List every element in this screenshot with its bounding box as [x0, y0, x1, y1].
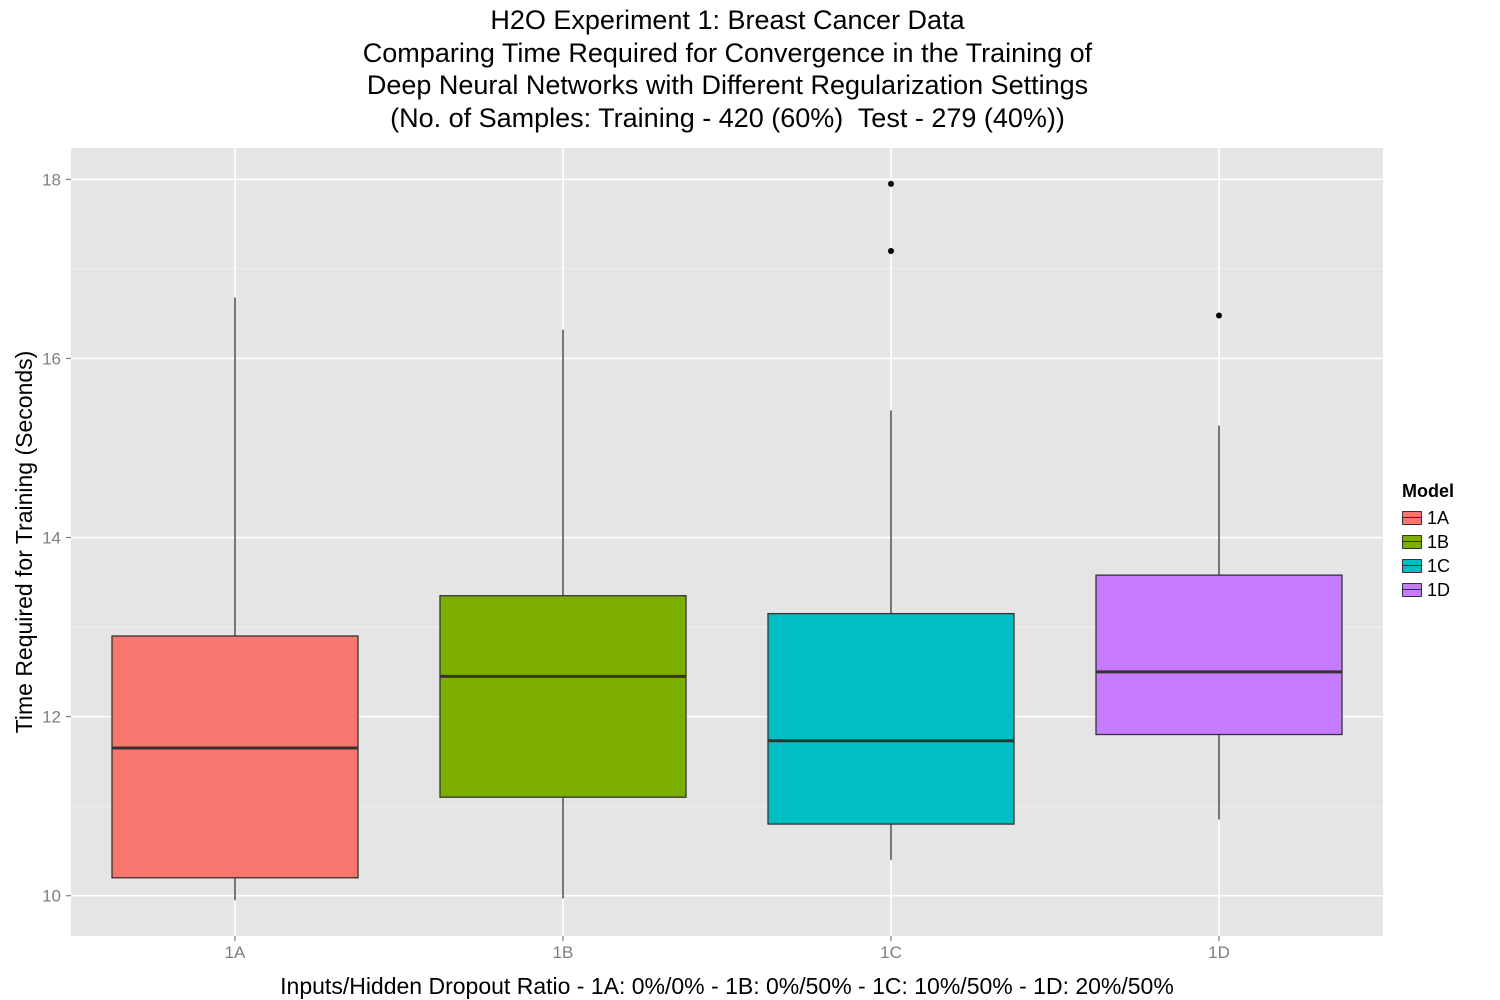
box-1C	[767, 612, 1015, 825]
box-group-1C	[767, 180, 1015, 860]
legend-item-1A: 1A	[1402, 506, 1454, 530]
legend-key-swatch	[1402, 583, 1422, 597]
legend: Model 1A 1B 1C 1D	[1402, 481, 1454, 602]
title-line-4: (No. of Samples: Training - 420 (60%) Te…	[390, 102, 1065, 133]
boxes-layer	[111, 180, 1343, 901]
legend-item-1C: 1C	[1402, 554, 1454, 578]
outlier-point	[888, 180, 894, 187]
legend-title: Model	[1402, 481, 1454, 501]
legend-item-1B: 1B	[1402, 530, 1454, 554]
y-axis-ticks: 10 12 14 16 18	[42, 170, 71, 906]
legend-items: 1A 1B 1C 1D	[1402, 506, 1454, 602]
outlier-point	[1216, 312, 1222, 319]
x-tick-label: 1A	[225, 943, 246, 962]
outlier-point	[888, 247, 894, 254]
legend-key-swatch	[1402, 559, 1422, 573]
box-1B	[439, 595, 687, 798]
y-tick-label: 12	[42, 708, 61, 727]
y-tick-label: 16	[42, 349, 61, 368]
legend-label: 1D	[1427, 579, 1451, 600]
box-group-1A	[111, 297, 359, 901]
box-group-1D	[1095, 312, 1343, 820]
legend-label: 1B	[1427, 531, 1450, 552]
legend-label: 1C	[1427, 555, 1451, 576]
title-line-3: Deep Neural Networks with Different Regu…	[366, 70, 1089, 100]
x-tick-label: 1B	[553, 943, 574, 962]
x-axis-ticks: 1A 1B 1C 1D	[225, 936, 1230, 962]
y-axis-title: Time Required for Training (Seconds)	[11, 351, 37, 734]
box-1A	[111, 635, 359, 879]
box-1D	[1095, 574, 1343, 736]
legend-key-swatch	[1402, 511, 1422, 525]
y-tick-label: 18	[42, 170, 61, 189]
title-line-2: Comparing Time Required for Convergence …	[362, 37, 1093, 68]
box-group-1B	[439, 329, 687, 899]
legend-label: 1A	[1427, 507, 1450, 528]
title-line-1: H2O Experiment 1: Breast Cancer Data	[490, 5, 965, 35]
chart-title: H2O Experiment 1: Breast Cancer Data Com…	[0, 4, 1455, 134]
y-tick-label: 14	[42, 529, 61, 548]
x-tick-label: 1C	[880, 943, 902, 962]
legend-key-swatch	[1402, 535, 1422, 549]
x-tick-label: 1D	[1208, 943, 1230, 962]
x-axis-title: Inputs/Hidden Dropout Ratio - 1A: 0%/0% …	[280, 973, 1174, 999]
y-tick-label: 10	[42, 887, 61, 906]
legend-item-1D: 1D	[1402, 578, 1454, 602]
